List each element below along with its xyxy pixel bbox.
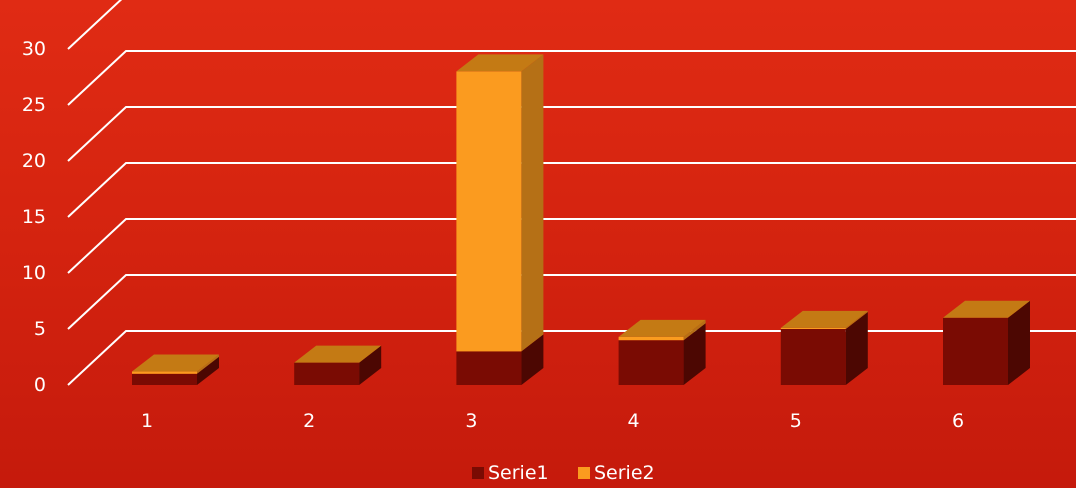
gridline-6	[67, 0, 123, 50]
bar-group-2	[294, 345, 382, 385]
bar-side-serie1-2	[359, 345, 382, 385]
y-tick-label: 5	[34, 318, 46, 340]
y-tick-label: 20	[22, 150, 46, 172]
x-tick-label: 4	[628, 410, 640, 432]
bar-serie2-3	[456, 71, 522, 352]
bar-side-serie1-3	[521, 334, 544, 385]
x-tick-label: 5	[790, 410, 802, 432]
y-tick-label: 15	[22, 206, 46, 228]
bar-serie1-2	[294, 362, 360, 385]
bar-group-6	[943, 300, 1030, 385]
bar-serie2-1	[132, 371, 197, 374]
gridline-3	[67, 162, 1076, 218]
x-tick-label: 2	[303, 410, 315, 432]
bar-top-6	[943, 300, 1030, 318]
bar-serie1-6	[943, 317, 1008, 385]
bar-top-5	[780, 310, 868, 328]
bar-group-4	[618, 319, 706, 385]
legend: Serie1 Serie2	[472, 462, 655, 484]
bar-group-5	[780, 310, 868, 385]
y-tick-label: 25	[22, 94, 46, 116]
x-tick-label: 6	[952, 410, 964, 432]
bar-side-serie2-1	[197, 354, 219, 374]
y-tick-label: 10	[22, 262, 46, 284]
gridline-0	[67, 330, 1076, 386]
bar-serie1-5	[780, 329, 846, 385]
bar-serie2-5	[780, 327, 846, 329]
bar-side-serie1-5	[845, 312, 868, 385]
bars	[132, 54, 1030, 385]
x-tick-label: 1	[141, 410, 153, 432]
gridline-5	[67, 50, 1076, 106]
gridline-1	[67, 274, 1076, 330]
bar-top-1	[132, 354, 219, 372]
bar-side-serie2-4	[683, 319, 706, 341]
bar-side-serie1-1	[197, 356, 219, 385]
legend-label-serie2: Serie2	[594, 462, 655, 484]
bar-side-serie1-4	[683, 323, 706, 385]
bar-top-3	[456, 54, 544, 72]
bar-side-serie2-3	[521, 54, 544, 352]
gridline-4	[67, 106, 1076, 162]
bar-side-serie2-5	[845, 310, 868, 329]
bar-top-2	[294, 345, 382, 363]
bar-side-serie1-6	[1008, 300, 1030, 385]
bar-group-1	[132, 354, 219, 385]
x-axis-ticks: 1 2 3 4 5 6	[141, 410, 964, 432]
legend-label-serie1: Serie1	[488, 462, 549, 484]
legend-swatch-serie1	[472, 467, 484, 479]
x-tick-label: 3	[465, 410, 477, 432]
gridline-2	[67, 218, 1076, 274]
legend-swatch-serie2	[578, 467, 590, 479]
y-tick-label: 30	[22, 38, 46, 60]
y-tick-label: 0	[34, 374, 46, 396]
bar-serie1-1	[132, 373, 197, 385]
bar-serie1-4	[618, 340, 684, 385]
bar-serie2-4	[618, 336, 684, 341]
bar-top-4	[618, 319, 706, 337]
y-axis-ticks: 0 5 10 15 20 25 30	[22, 38, 46, 396]
bar-serie1-3	[456, 351, 522, 385]
gridlines	[67, 0, 1076, 386]
bar-group-3	[456, 54, 544, 385]
